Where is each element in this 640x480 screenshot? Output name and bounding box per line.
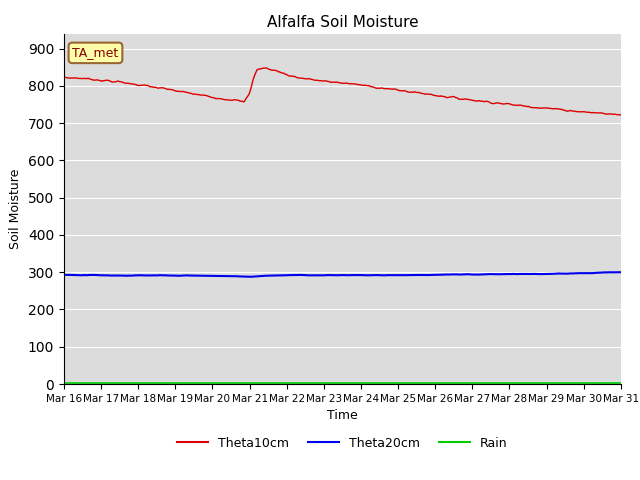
Y-axis label: Soil Moisture: Soil Moisture xyxy=(10,168,22,249)
X-axis label: Time: Time xyxy=(327,409,358,422)
Legend: Theta10cm, Theta20cm, Rain: Theta10cm, Theta20cm, Rain xyxy=(172,432,513,455)
Text: TA_met: TA_met xyxy=(72,47,118,60)
Title: Alfalfa Soil Moisture: Alfalfa Soil Moisture xyxy=(267,15,418,30)
